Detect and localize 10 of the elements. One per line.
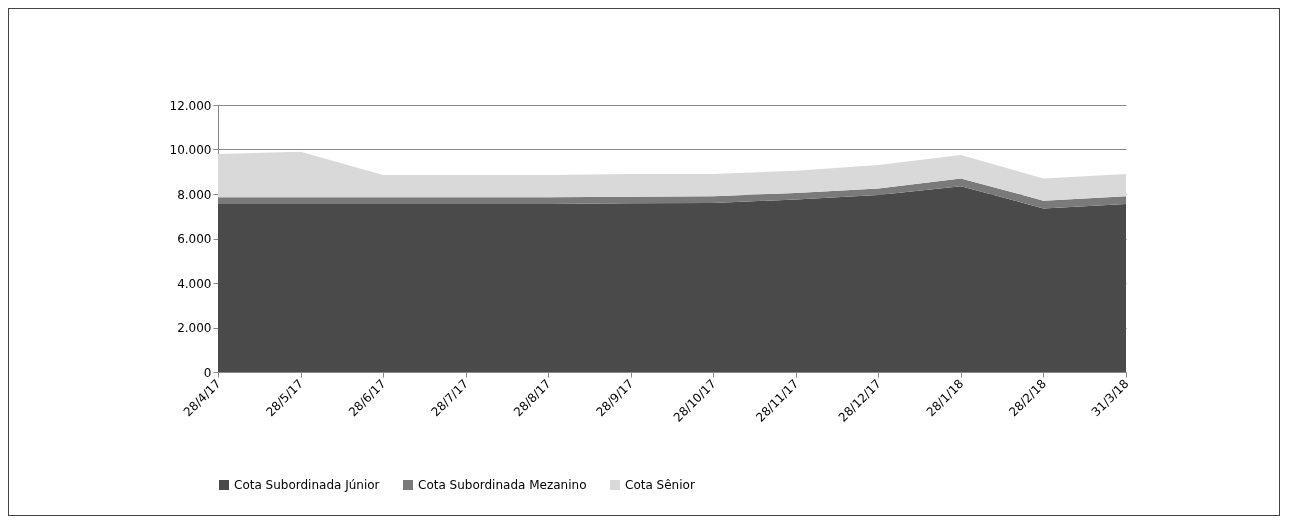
y-tick-label: 2.000 xyxy=(177,321,212,335)
legend-label: Cota Sênior xyxy=(625,478,695,492)
legend-label: Cota Subordinada Júnior xyxy=(234,478,380,492)
y-tick-label: 0 xyxy=(203,365,212,380)
y-tick-label: 6.000 xyxy=(177,232,212,246)
y-tick-label: 4.000 xyxy=(177,276,212,291)
y-tick-label: 12.000 xyxy=(169,98,212,113)
legend-label: Cota Subordinada Mezanino xyxy=(418,478,587,492)
y-tick-label: 8.000 xyxy=(177,187,212,202)
y-tick-label: 10.000 xyxy=(169,143,212,157)
